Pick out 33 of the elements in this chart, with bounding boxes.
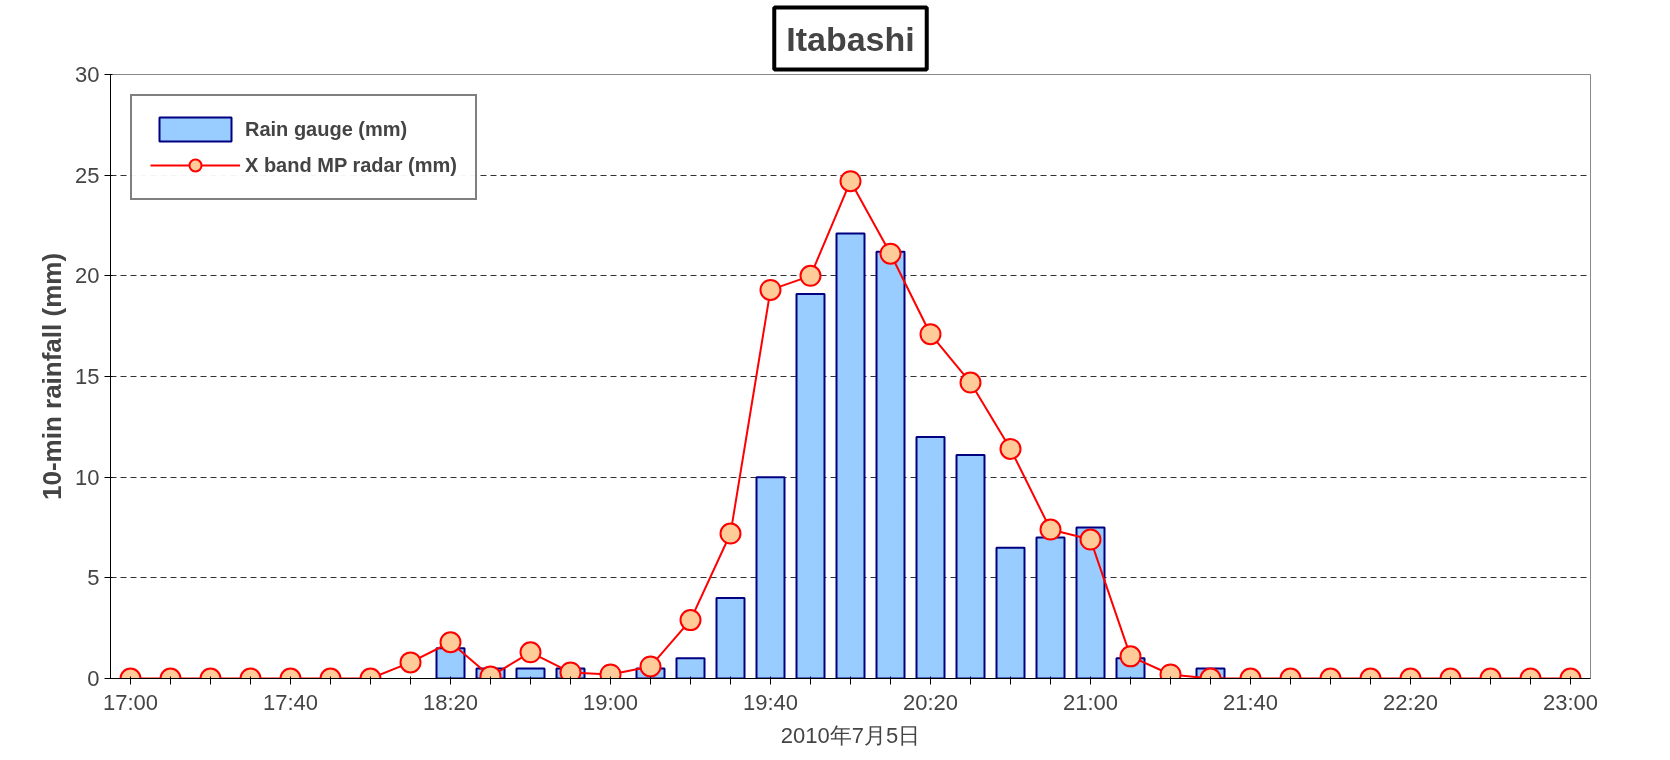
bar: [875, 250, 906, 679]
bar: [1035, 536, 1066, 679]
y-tick-label: 5: [87, 565, 100, 591]
x-tick-label: 21:00: [1062, 689, 1119, 715]
bar: [715, 596, 746, 679]
chart-title: Itabashi: [786, 19, 915, 58]
bar: [915, 435, 946, 679]
legend-label: X band MP radar (mm): [245, 153, 457, 177]
x-tick-label: 21:40: [1222, 689, 1279, 715]
x-tick-label: 19:00: [582, 689, 639, 715]
bar: [795, 292, 826, 679]
bar: [515, 667, 546, 679]
x-tick-label: 22:20: [1382, 689, 1439, 715]
y-tick-label: 0: [87, 666, 100, 691]
bar: [755, 476, 786, 679]
y-tick-label: 20: [75, 263, 100, 289]
x-tick-label: 19:40: [742, 689, 799, 715]
y-tick-label: 25: [75, 162, 100, 188]
x-axis-title: 2010年7月5日: [780, 722, 921, 748]
x-tick-label: 23:00: [1542, 689, 1599, 715]
y-tick-label: 15: [75, 364, 100, 389]
y-axis-title: 10-min rainfall (mm): [37, 252, 68, 501]
bar: [955, 454, 986, 679]
legend-label: Rain gauge (mm): [245, 117, 408, 141]
bar: [835, 232, 866, 679]
x-tick-label: 17:00: [102, 689, 159, 715]
x-tick-label: 17:40: [262, 689, 319, 715]
bar: [675, 657, 706, 679]
y-tick-label: 30: [75, 62, 100, 87]
bar: [995, 546, 1026, 679]
x-tick-label: 18:20: [422, 689, 479, 715]
y-tick-label: 10: [75, 464, 100, 490]
x-tick-label: 20:20: [902, 689, 959, 715]
